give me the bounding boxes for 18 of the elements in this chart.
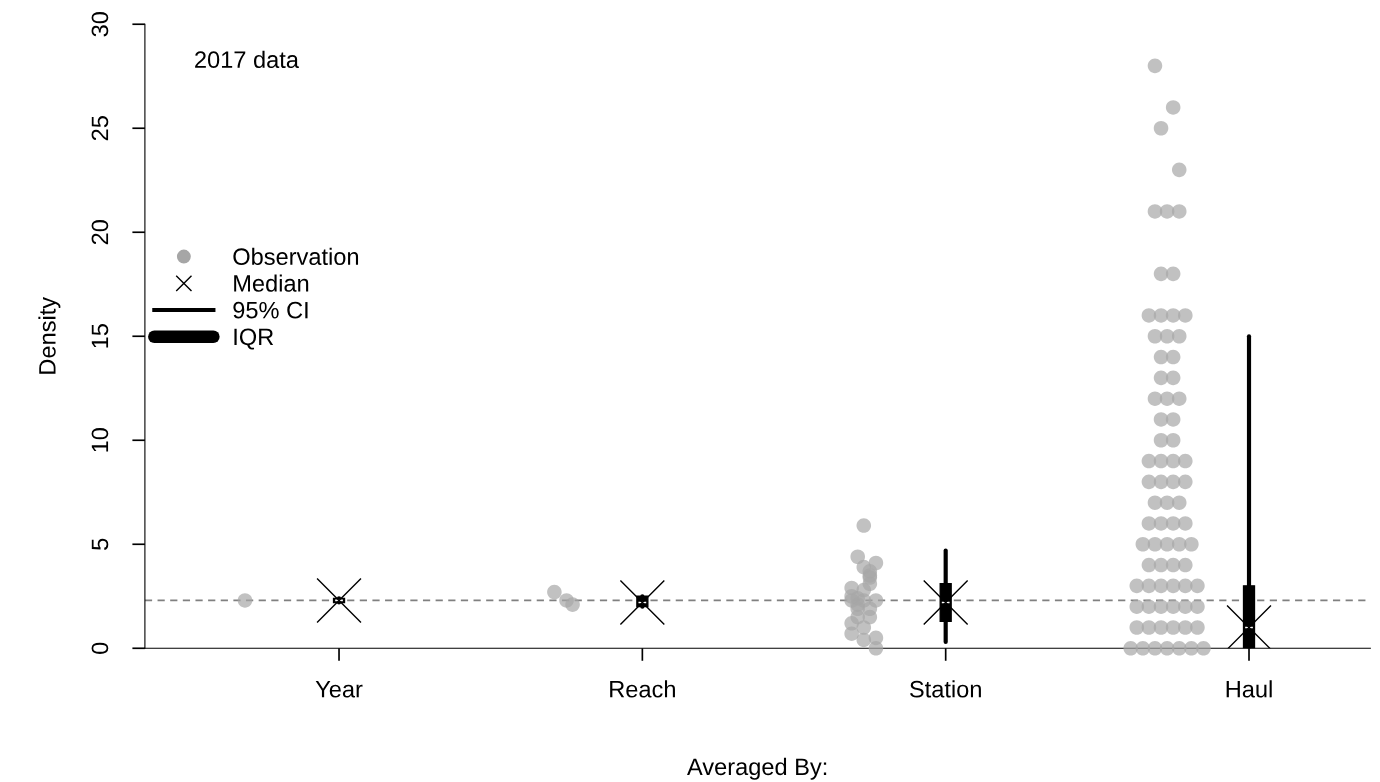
legend-label: Observation bbox=[233, 247, 359, 266]
y-tick-label: 20 bbox=[91, 220, 109, 245]
y-axis-title: Density bbox=[38, 296, 61, 374]
annotation: 95% CI bbox=[233, 301, 308, 319]
y-tick-label: 10 bbox=[91, 428, 109, 452]
x-tick-label: Reach bbox=[610, 680, 675, 698]
x-tick-label: Year bbox=[315, 681, 363, 698]
x-tick-label: Station bbox=[910, 680, 981, 698]
x-tick-label: Haul bbox=[1226, 680, 1272, 698]
y-tick-label: 15 bbox=[91, 324, 109, 348]
x-axis-title: Averaged By: bbox=[687, 757, 827, 780]
y-tick-label: 30 bbox=[91, 12, 109, 37]
legend-label: Median bbox=[234, 274, 309, 292]
y-tick-label: 5 bbox=[91, 538, 109, 550]
annotation: 2017 data bbox=[195, 50, 299, 69]
y-tick-label: 0 bbox=[91, 642, 109, 654]
legend-label: IQR bbox=[234, 328, 274, 350]
y-tick-label: 25 bbox=[91, 116, 109, 141]
